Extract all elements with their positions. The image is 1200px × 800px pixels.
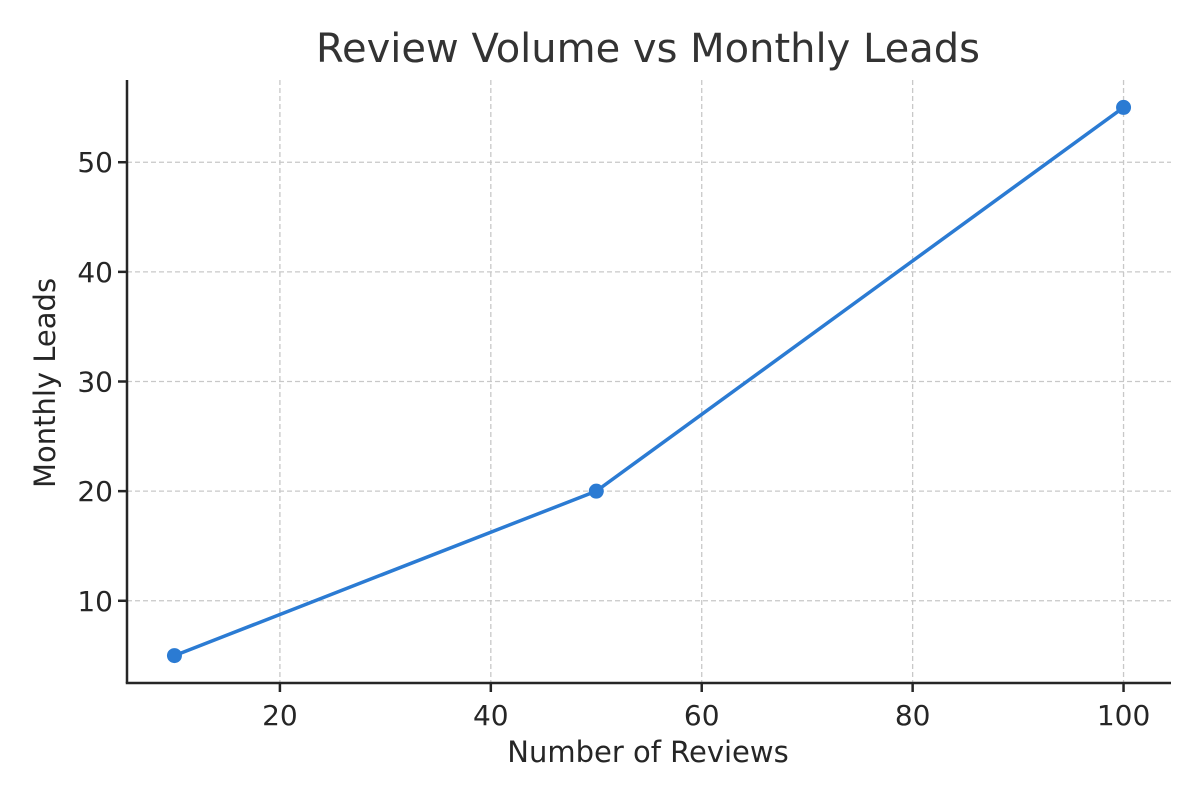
y-tick-label: 10 xyxy=(77,585,113,618)
x-tick-label: 100 xyxy=(1097,699,1150,732)
y-tick-label: 40 xyxy=(77,256,113,289)
y-axis-label: Monthly Leads xyxy=(28,278,62,488)
x-tick-label: 20 xyxy=(262,699,298,732)
grid-lines xyxy=(127,80,1171,683)
data-point-marker xyxy=(1116,99,1132,115)
x-tick-label: 40 xyxy=(473,699,509,732)
x-axis-label: Number of Reviews xyxy=(507,735,788,769)
y-axis-ticks: 10 20 30 40 50 xyxy=(77,146,127,618)
chart-title: Review Volume vs Monthly Leads xyxy=(316,26,980,72)
x-tick-label: 80 xyxy=(895,699,931,732)
x-tick-label: 60 xyxy=(684,699,720,732)
data-series xyxy=(166,99,1132,664)
y-tick-label: 50 xyxy=(77,146,113,179)
y-tick-label: 30 xyxy=(77,366,113,399)
data-point-marker xyxy=(588,483,604,499)
y-tick-label: 20 xyxy=(77,475,113,508)
x-axis-ticks: 20 40 60 80 100 xyxy=(262,683,1150,732)
data-point-marker xyxy=(166,648,182,664)
